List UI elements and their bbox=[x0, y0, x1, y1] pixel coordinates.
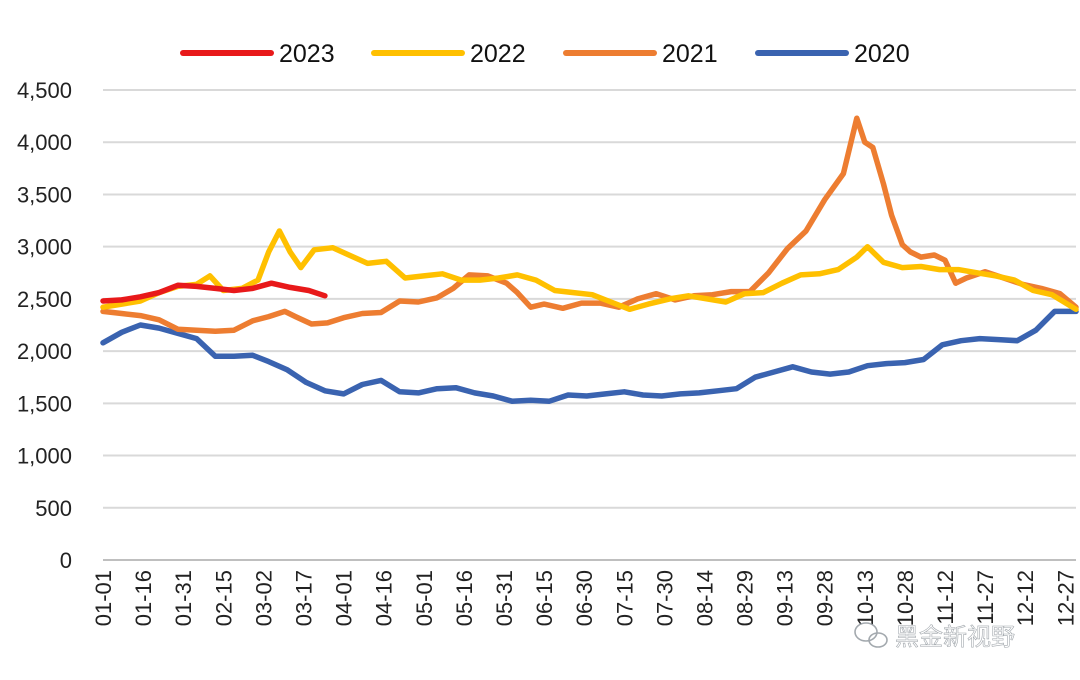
y-tick-label: 1,000 bbox=[17, 444, 72, 469]
legend-label-2020: 2020 bbox=[854, 40, 910, 68]
y-tick-label: 500 bbox=[35, 496, 72, 521]
x-tick-label: 05-16 bbox=[452, 570, 477, 626]
series-line-2023 bbox=[100, 280, 328, 304]
legend: 2023 2022 2021 2020 bbox=[180, 40, 910, 68]
x-tick-label: 04-16 bbox=[372, 570, 397, 626]
x-tick-label: 02-15 bbox=[211, 570, 236, 626]
y-tick-label: 2,000 bbox=[17, 339, 72, 364]
series-line-2020 bbox=[100, 308, 1079, 404]
y-tick-label: 1,500 bbox=[17, 391, 72, 416]
y-tick-label: 0 bbox=[60, 548, 72, 573]
x-axis-labels: 01-01 01-16 01-31 02-15 03-02 03-17 04-01 04-16… bbox=[91, 570, 1078, 626]
legend-label-2023: 2023 bbox=[279, 40, 335, 68]
x-tick-label: 01-31 bbox=[171, 570, 196, 626]
x-tick-label: 07-15 bbox=[612, 570, 637, 626]
series-lines bbox=[100, 115, 1079, 404]
x-tick-label: 03-17 bbox=[291, 570, 316, 626]
x-tick-label: 12-12 bbox=[1013, 570, 1038, 626]
x-tick-label: 08-29 bbox=[733, 570, 758, 626]
y-axis-labels: 0 500 1,000 1,500 2,000 2,500 3,000 3,500 4,000 4… bbox=[17, 78, 72, 573]
x-tick-label: 04-01 bbox=[332, 570, 357, 626]
wechat-icon bbox=[854, 622, 888, 648]
legend-label-2022: 2022 bbox=[470, 40, 526, 68]
watermark: 黑金新视野 bbox=[854, 622, 1015, 651]
x-tick-label: 11-12 bbox=[933, 570, 958, 625]
x-tick-label: 12-27 bbox=[1053, 570, 1078, 626]
x-tick-label: 05-01 bbox=[412, 570, 437, 626]
x-tick-label: 11-27 bbox=[973, 570, 998, 625]
x-tick-label: 03-02 bbox=[251, 570, 276, 626]
x-tick-label: 09-28 bbox=[813, 570, 838, 626]
x-tick-label: 07-30 bbox=[652, 570, 677, 626]
y-tick-label: 4,000 bbox=[17, 130, 72, 155]
y-tick-label: 3,000 bbox=[17, 235, 72, 260]
x-tick-label: 01-16 bbox=[131, 570, 156, 626]
x-tick-label: 01-01 bbox=[91, 570, 116, 626]
y-tick-label: 3,500 bbox=[17, 182, 72, 207]
series-line-2022 bbox=[100, 228, 1079, 313]
y-tick-label: 4,500 bbox=[17, 78, 72, 103]
x-tick-label: 08-14 bbox=[692, 570, 717, 626]
x-tick-label: 06-30 bbox=[572, 570, 597, 626]
x-tick-label: 06-15 bbox=[532, 570, 557, 626]
gridlines bbox=[103, 89, 1076, 561]
watermark-text: 黑金新视野 bbox=[895, 623, 1015, 651]
x-tick-label: 10-28 bbox=[893, 570, 918, 626]
x-tick-label: 05-31 bbox=[492, 570, 517, 626]
x-tick-label: 09-13 bbox=[773, 570, 798, 626]
x-tick-label: 10-13 bbox=[853, 570, 878, 626]
y-tick-label: 2,500 bbox=[17, 287, 72, 312]
legend-label-2021: 2021 bbox=[662, 40, 718, 68]
